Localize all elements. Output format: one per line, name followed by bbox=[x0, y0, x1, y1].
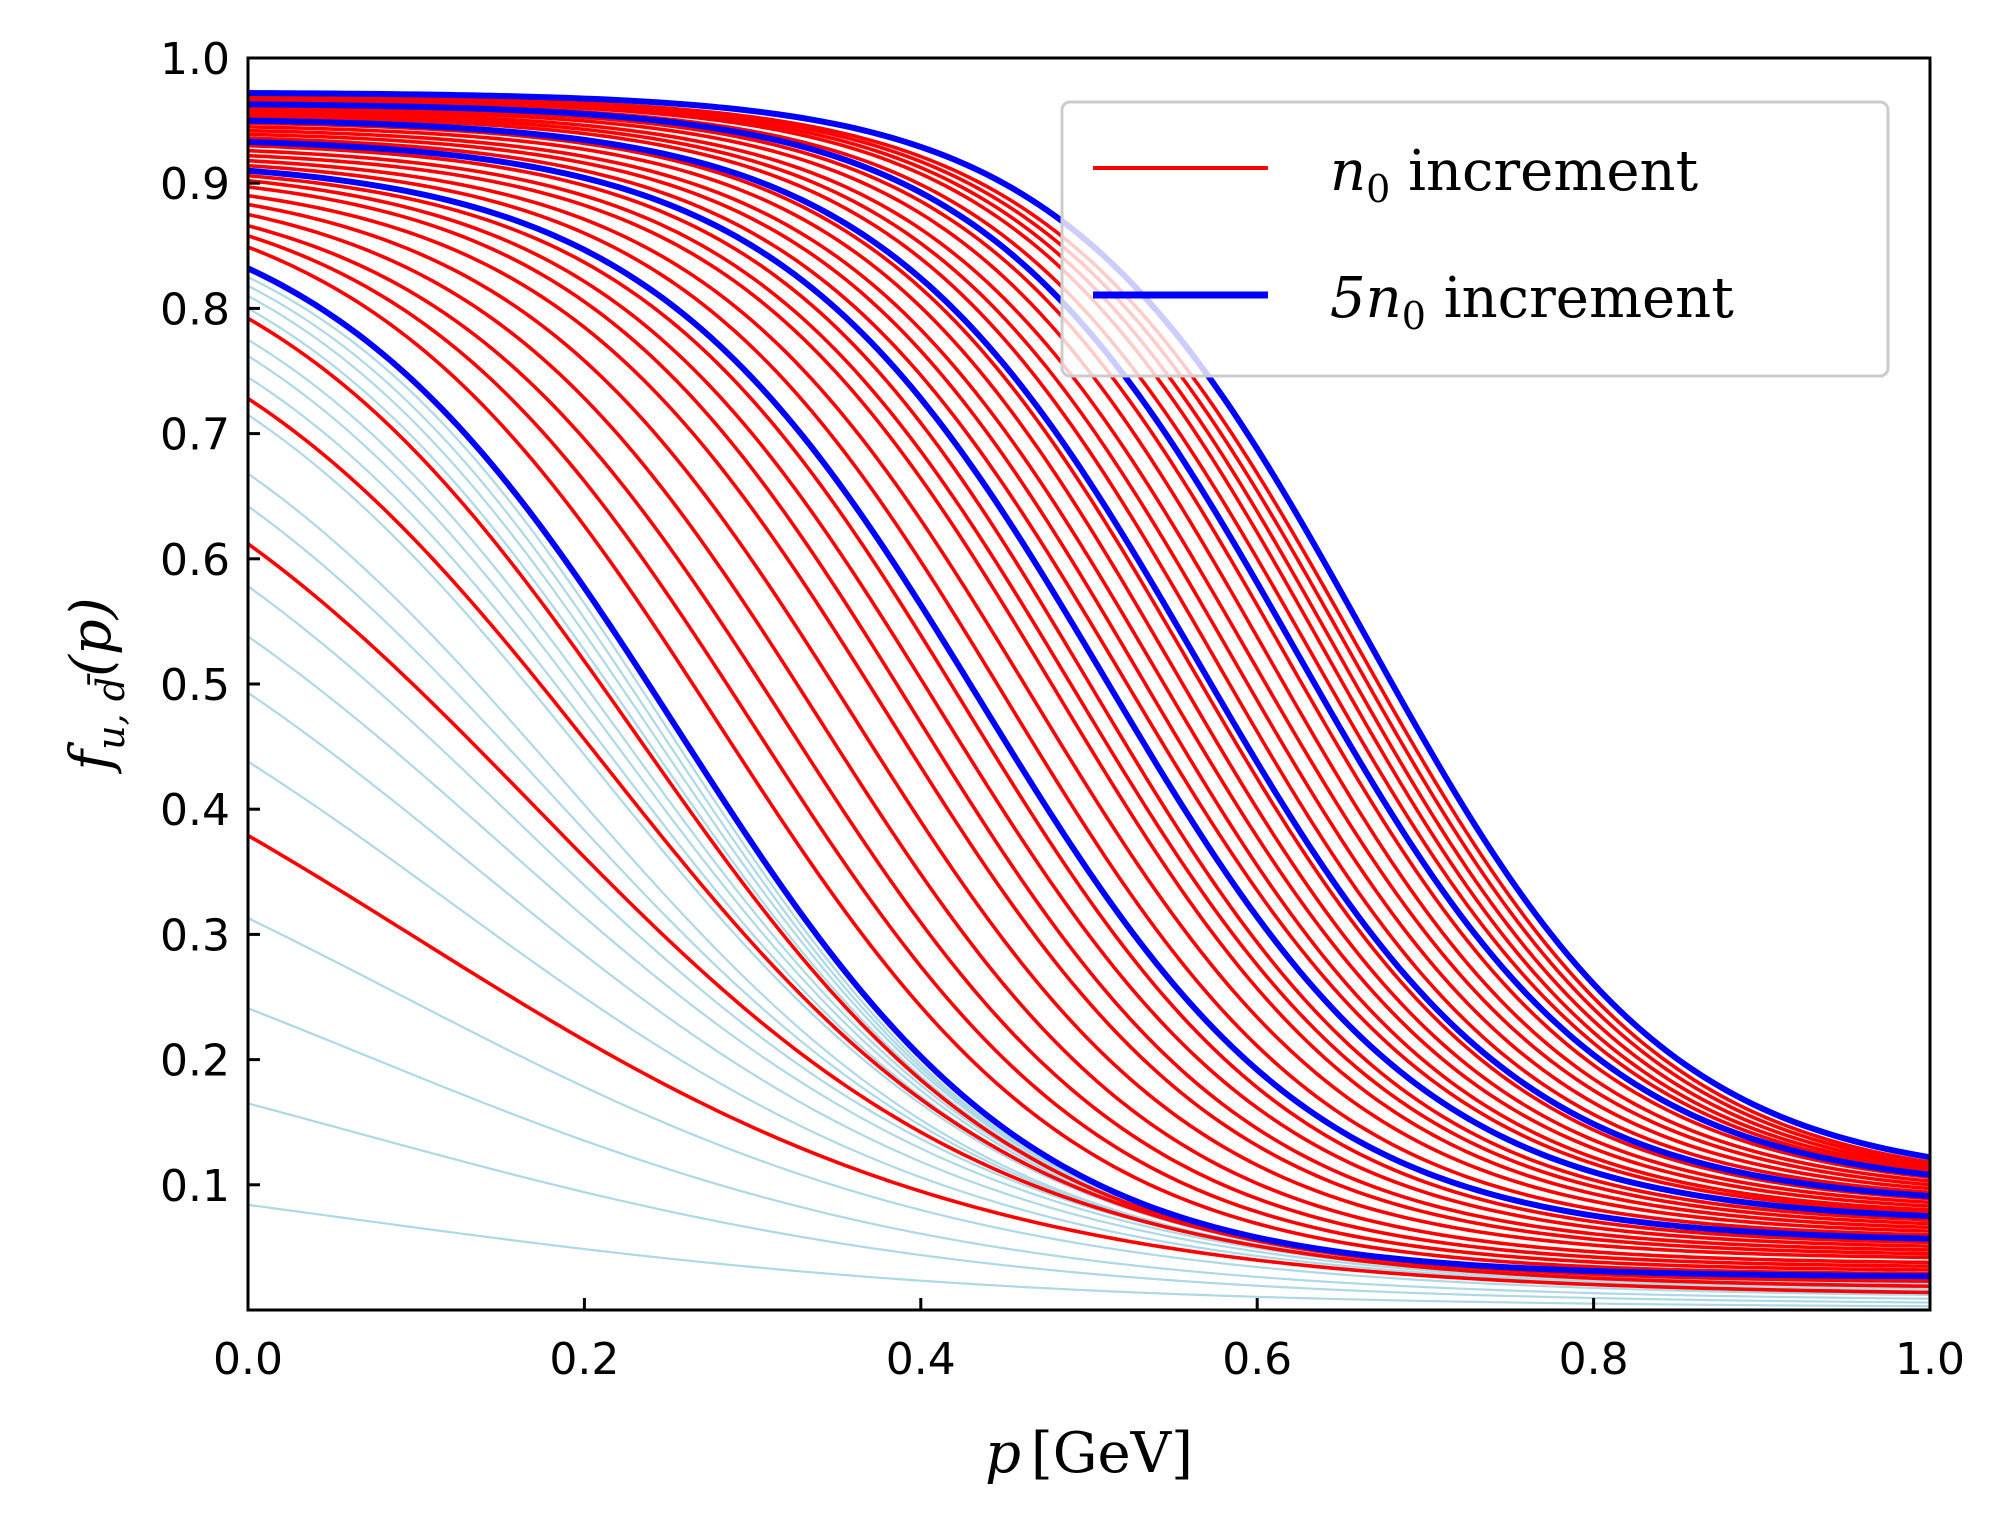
series-n0-curve-6 bbox=[248, 234, 1930, 1272]
y-tick-label: 0.3 bbox=[160, 910, 230, 961]
series-n0-curve-12 bbox=[248, 178, 1930, 1248]
series-n0-curve-16 bbox=[248, 153, 1930, 1230]
series-fine-curve-5 bbox=[248, 760, 1930, 1292]
series-fine-curve-6 bbox=[248, 691, 1930, 1290]
y-tick-label: 0.9 bbox=[160, 159, 230, 210]
x-tick-label: 0.2 bbox=[549, 1334, 619, 1385]
series-n0-curve-21 bbox=[248, 128, 1930, 1208]
series-5n0-curve-1 bbox=[248, 265, 1930, 1280]
series-5n0-curve-3 bbox=[248, 138, 1930, 1220]
y-tick-label: 0.5 bbox=[160, 660, 230, 711]
series-n0-curve-19 bbox=[248, 136, 1930, 1215]
series-fine-curve-3 bbox=[248, 1007, 1930, 1300]
legend: n0 increment 5n0 increment bbox=[1060, 100, 1890, 378]
series-n0-curve-14 bbox=[248, 163, 1930, 1237]
series-n0-curve-5 bbox=[248, 245, 1930, 1276]
series-n0-curve-26 bbox=[248, 110, 1930, 1187]
series-5n0-curve-4 bbox=[248, 117, 1930, 1200]
series-n0-curve-18 bbox=[248, 143, 1930, 1222]
series-n0-curve-22 bbox=[248, 125, 1930, 1205]
series-n0-curve-10 bbox=[248, 193, 1930, 1256]
series-n0-curve-11 bbox=[248, 185, 1930, 1252]
y-axis-label: fu, d̄(p) bbox=[59, 597, 133, 774]
series-n0-curve-13 bbox=[248, 173, 1930, 1245]
legend-5n0-label: 5n0 increment bbox=[1330, 266, 1734, 338]
x-tick-label: 0.8 bbox=[1559, 1334, 1629, 1385]
y-tick-label: 0.1 bbox=[160, 1161, 230, 1212]
x-tick-label: 0.4 bbox=[886, 1334, 956, 1385]
y-tick-label: 0.4 bbox=[160, 785, 230, 836]
y-tick-label: 1.0 bbox=[160, 34, 230, 85]
x-tick-label: 0.6 bbox=[1222, 1334, 1292, 1385]
series-n0-curve-24 bbox=[248, 115, 1930, 1195]
series-fine-curve-2 bbox=[248, 1102, 1930, 1304]
legend-box bbox=[1060, 100, 1890, 378]
axis-ticks: 0.0 0.2 0.4 0.6 0.8 1.0 0.1 0.2 0.3 0.4 0.5 0.6 0.7 0… bbox=[160, 34, 1965, 1385]
series-n0-curve-25 bbox=[248, 112, 1930, 1191]
series-n0-curve-8 bbox=[248, 212, 1930, 1265]
series-n0-curve-15 bbox=[248, 158, 1930, 1233]
x-tick-label: 0.0 bbox=[213, 1334, 283, 1385]
y-tick-label: 0.7 bbox=[160, 410, 230, 461]
series-fine-curve-1 bbox=[248, 1203, 1930, 1308]
series-n0-curve-9 bbox=[248, 202, 1930, 1260]
series-n0-curve-2 bbox=[248, 542, 1930, 1289]
x-tick-label: 1.0 bbox=[1895, 1334, 1965, 1385]
series-5n0-curve-2 bbox=[248, 167, 1930, 1242]
series-n0-curve-1 bbox=[248, 833, 1930, 1295]
legend-n0-label: n0 increment bbox=[1330, 139, 1699, 211]
y-tick-label: 0.2 bbox=[160, 1036, 230, 1087]
series-n0-curve-20 bbox=[248, 132, 1930, 1212]
x-axis-label: p [GeV] bbox=[985, 1421, 1193, 1486]
series-n0-curve-23 bbox=[248, 121, 1930, 1201]
series-fine-curve-4 bbox=[248, 917, 1930, 1297]
y-tick-label: 0.6 bbox=[160, 535, 230, 586]
y-tick-label: 0.8 bbox=[160, 284, 230, 335]
series-n0-curve-17 bbox=[248, 148, 1930, 1226]
series-n0-curve-7 bbox=[248, 224, 1930, 1268]
